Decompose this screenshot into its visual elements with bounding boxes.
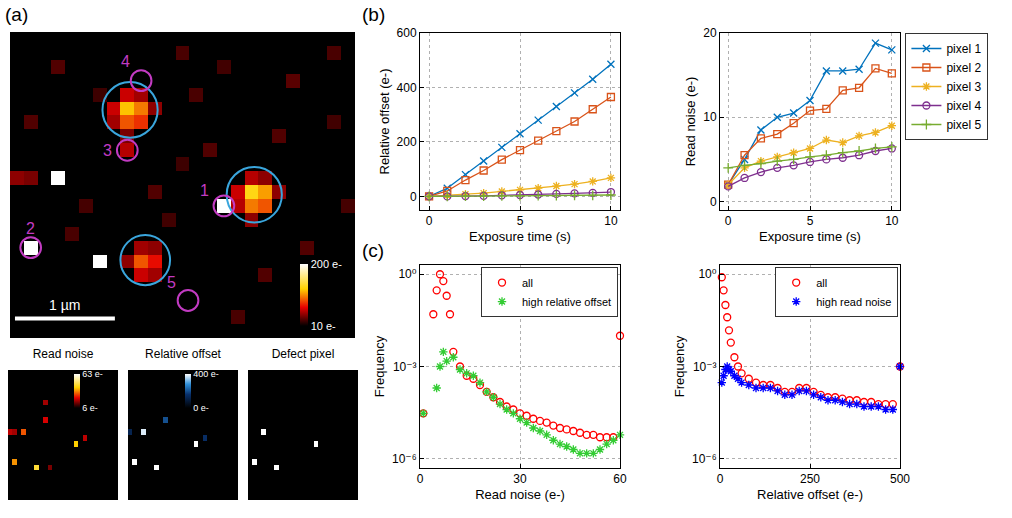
svg-text:all: all [816,277,827,289]
svg-text:0: 0 [717,472,724,486]
svg-text:500: 500 [890,472,910,486]
svg-text:20: 20 [703,26,717,40]
svg-text:Defect pixel: Defect pixel [272,348,335,361]
svg-text:high read noise: high read noise [816,296,891,308]
html-text:(c): (c) [362,240,385,261]
svg-text:10: 10 [604,214,618,228]
svg-text:Exposure time (s): Exposure time (s) [469,229,571,244]
html-text:(a): (a) [5,4,29,25]
svg-text:2: 2 [26,220,35,237]
svg-text:high relative offset: high relative offset [522,296,611,308]
svg-text:0: 0 [417,472,424,486]
svg-text:pixel 4: pixel 4 [946,99,981,113]
svg-text:Frequency: Frequency [372,335,387,397]
svg-text:250: 250 [800,472,820,486]
svg-text:200: 200 [397,135,417,149]
svg-text:5: 5 [167,274,176,291]
svg-text:Exposure time (s): Exposure time (s) [759,229,861,244]
svg-text:10 e-: 10 e- [311,320,336,332]
svg-text:63 e-: 63 e- [82,369,103,379]
svg-text:10⁰: 10⁰ [398,267,416,281]
svg-text:10⁻³: 10⁻³ [693,360,717,374]
svg-text:pixel 3: pixel 3 [946,80,981,94]
svg-text:10⁻³: 10⁻³ [393,360,417,374]
svg-text:4: 4 [121,53,130,70]
svg-text:10: 10 [885,214,899,228]
svg-text:600: 600 [397,26,417,40]
svg-text:6 e-: 6 e- [82,403,98,413]
svg-text:Relative offset: Relative offset [145,348,221,361]
svg-text:3: 3 [103,142,112,159]
svg-text:pixel 5: pixel 5 [946,118,981,132]
svg-text:400 e-: 400 e- [193,369,219,379]
svg-text:Frequency: Frequency [672,335,687,397]
svg-text:5: 5 [807,214,814,228]
svg-text:pixel 2: pixel 2 [946,61,981,75]
svg-text:0 e-: 0 e- [193,403,209,413]
svg-text:Read noise: Read noise [33,348,94,361]
svg-text:all: all [522,277,533,289]
svg-text:5: 5 [517,214,524,228]
svg-text:1: 1 [200,182,209,199]
svg-text:200 e-: 200 e- [311,258,343,270]
svg-text:0: 0 [426,214,433,228]
svg-text:30: 30 [513,472,527,486]
svg-text:Read noise (e-): Read noise (e-) [683,77,698,167]
svg-text:0: 0 [710,195,717,209]
svg-text:10⁻⁶: 10⁻⁶ [392,452,417,466]
svg-text:pixel 1: pixel 1 [946,42,981,56]
svg-text:10⁰: 10⁰ [698,267,716,281]
svg-text:10: 10 [703,110,717,124]
svg-text:Relative offset (e-): Relative offset (e-) [757,487,863,502]
svg-text:1 µm: 1 µm [49,297,80,313]
html-text:(b): (b) [362,4,386,25]
svg-text:0: 0 [725,214,732,228]
svg-text:Relative offset (e-): Relative offset (e-) [377,69,392,175]
svg-text:400: 400 [397,81,417,95]
svg-text:Read noise (e-): Read noise (e-) [475,487,565,502]
svg-text:60: 60 [613,472,627,486]
svg-text:10⁻⁶: 10⁻⁶ [692,452,717,466]
svg-text:0: 0 [410,190,417,204]
